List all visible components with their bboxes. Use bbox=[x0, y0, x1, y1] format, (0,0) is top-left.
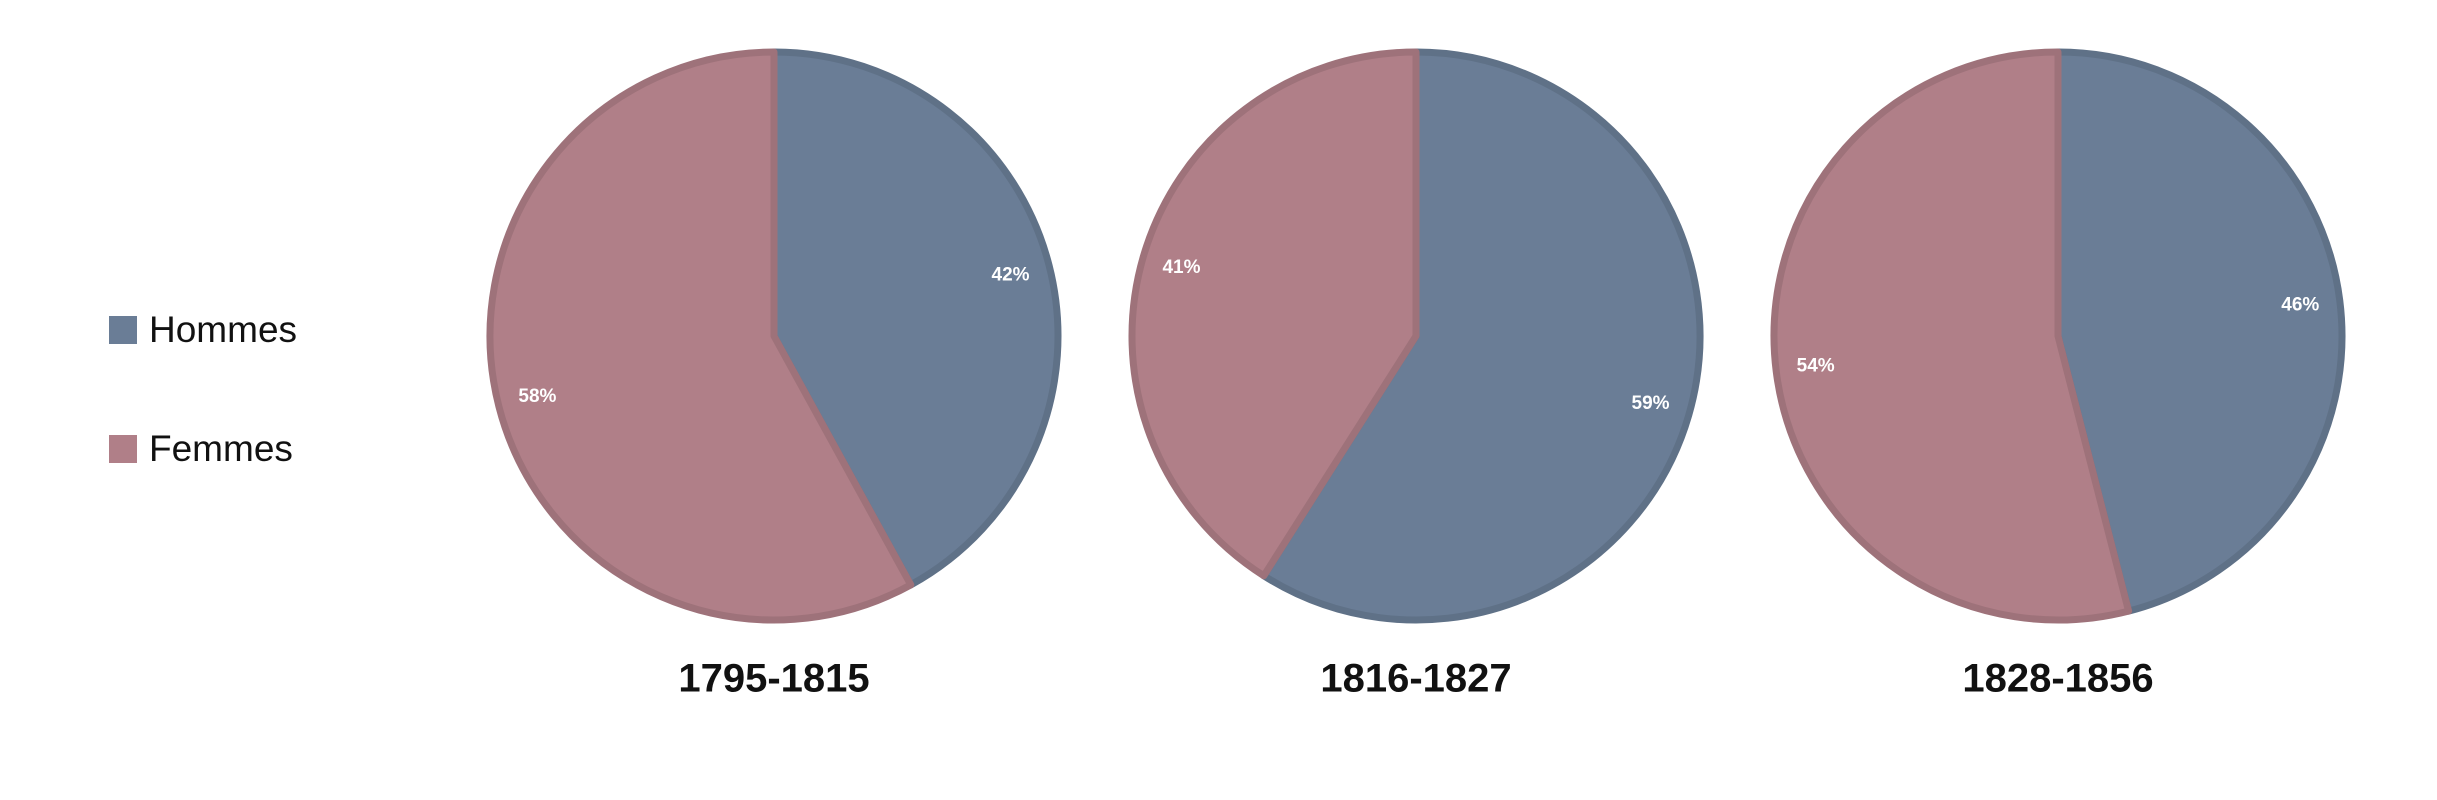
pie-slice bbox=[1128, 48, 1420, 580]
data-label: 58% bbox=[518, 386, 556, 407]
pie-slice bbox=[486, 48, 915, 624]
pie-slice bbox=[1260, 48, 1704, 624]
data-label: 42% bbox=[992, 264, 1030, 285]
pie-slice bbox=[770, 48, 1062, 589]
legend-swatch bbox=[109, 435, 137, 463]
data-label: 46% bbox=[2281, 294, 2319, 315]
pie-slice bbox=[1770, 48, 2133, 624]
pie-title: 1795-1815 bbox=[678, 657, 869, 701]
data-label: 54% bbox=[1797, 356, 1835, 377]
pie-title: 1828-1856 bbox=[1962, 657, 2153, 701]
pie-slice bbox=[2054, 48, 2346, 615]
legend-label: Hommes bbox=[149, 309, 297, 350]
data-label: 59% bbox=[1632, 393, 1670, 414]
legend-swatch bbox=[109, 316, 137, 344]
legend-label: Femmes bbox=[149, 428, 293, 469]
pie-title: 1816-1827 bbox=[1320, 657, 1511, 701]
data-label: 41% bbox=[1162, 257, 1200, 278]
